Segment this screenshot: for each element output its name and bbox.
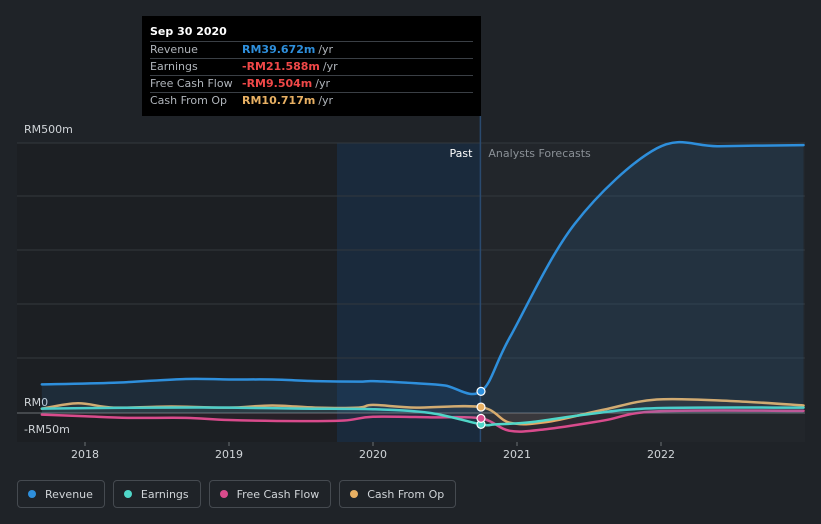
revenue-dot-icon [28, 490, 36, 498]
tooltip-label: Cash From Op [150, 94, 228, 107]
legend-label: Revenue [45, 487, 93, 501]
tooltip-row-free-cash-flow: Free Cash Flow -RM9.504m /yr [150, 76, 473, 93]
past-shade [17, 143, 337, 442]
legend-label: Earnings [140, 487, 189, 501]
x-axis-tick-label: 2022 [647, 448, 675, 461]
revenue-area [41, 142, 804, 414]
tooltip-value: RM10.717m [242, 94, 316, 107]
y-axis-tick-label: -RM50m [24, 423, 70, 436]
tooltip-value: RM39.672m [242, 43, 316, 56]
tooltip-label: Earnings [150, 60, 198, 73]
free-cash-flow-dot-icon [219, 490, 228, 498]
data-tooltip: Sep 30 2020 Revenue RM39.672m /yr Earnin… [142, 16, 481, 116]
tooltip-row-revenue: Revenue RM39.672m /yr [150, 42, 473, 59]
chart-legend: Revenue Earnings Free Cash Flow Cash Fro… [17, 480, 457, 508]
x-axis-tick-label: 2021 [503, 448, 531, 461]
legend-label: Cash From Op [367, 487, 445, 501]
cash-from-op-dot-icon [350, 490, 359, 498]
tooltip-unit: /yr [315, 77, 330, 90]
forecast-label: Analysts Forecasts [488, 147, 591, 160]
past-highlight [337, 143, 481, 442]
earnings-line [40, 406, 805, 427]
cash-from-op-marker [476, 402, 486, 412]
tooltip-label: Revenue [150, 43, 198, 56]
tooltip-label: Free Cash Flow [150, 77, 233, 90]
x-axis-tick-label: 2019 [215, 448, 243, 461]
legend-item-cash-from-op[interactable]: Cash From Op [339, 480, 457, 508]
past-label: Past [449, 147, 473, 160]
tooltip-value: -RM21.588m [242, 60, 320, 73]
tooltip-unit: /yr [318, 94, 334, 107]
earnings-dot-icon [123, 490, 132, 498]
tooltip-date: Sep 30 2020 [150, 24, 473, 42]
y-axis-tick-label: RM500m [24, 123, 73, 136]
legend-item-earnings[interactable]: Earnings [112, 480, 201, 508]
y-axis-tick-label: RM0 [24, 396, 48, 409]
tooltip-row-earnings: Earnings -RM21.588m /yr [150, 59, 473, 76]
legend-label: Free Cash Flow [236, 487, 320, 501]
x-axis-tick-label: 2018 [71, 448, 99, 461]
free-cash-flow-area [41, 410, 804, 432]
legend-item-free-cash-flow[interactable]: Free Cash Flow [208, 480, 332, 508]
tooltip-unit: /yr [318, 43, 334, 56]
legend-item-revenue[interactable]: Revenue [17, 480, 105, 508]
x-axis-tick-label: 2020 [359, 448, 387, 461]
tooltip-value: -RM9.504m [242, 77, 313, 90]
tooltip-row-cash-from-op: Cash From Op RM10.717m /yr [150, 93, 473, 109]
tooltip-unit: /yr [322, 60, 338, 73]
revenue-line [40, 140, 805, 396]
free-cash-flow-line [40, 409, 805, 433]
revenue-marker [476, 386, 486, 396]
free-cash-flow-marker [476, 413, 486, 423]
